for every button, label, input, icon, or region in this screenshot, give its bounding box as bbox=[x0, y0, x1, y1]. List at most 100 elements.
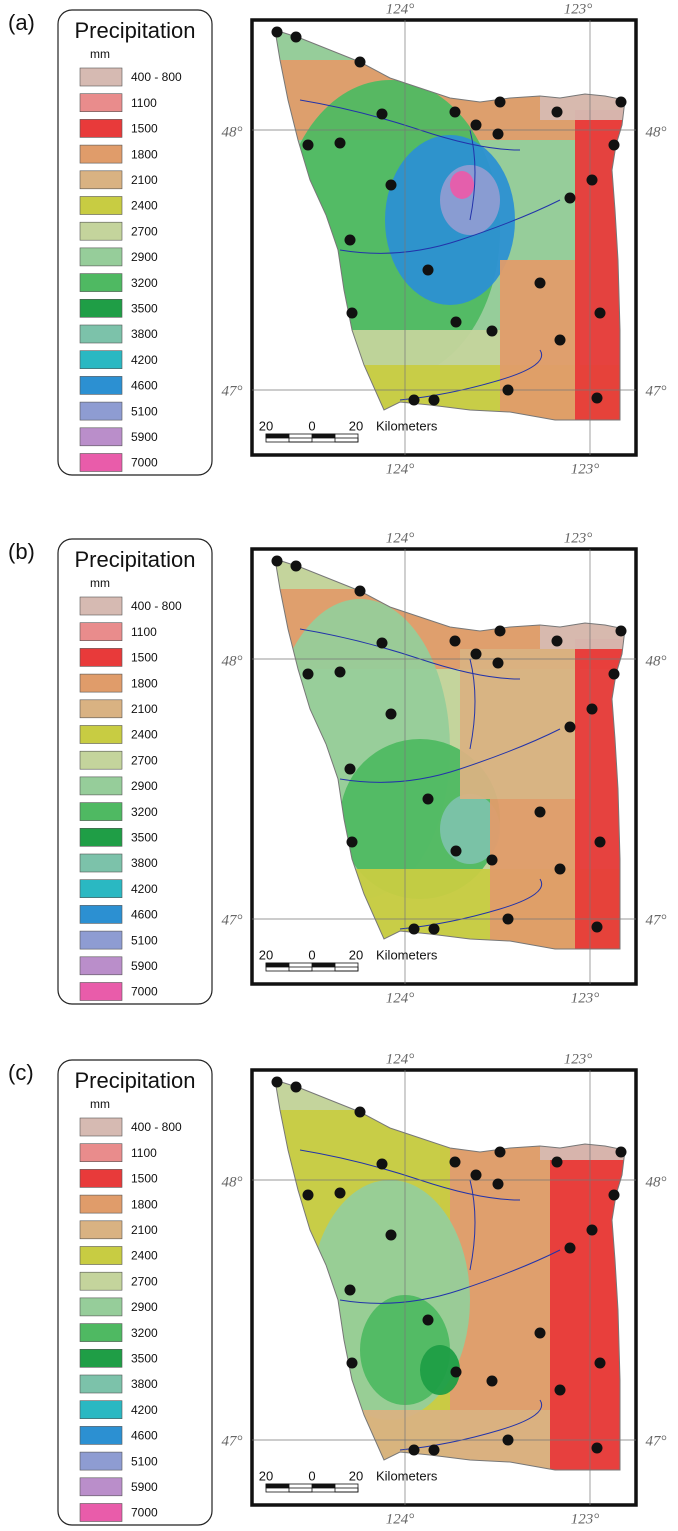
legend-swatch bbox=[80, 957, 122, 975]
scale-segment bbox=[335, 438, 358, 442]
station bbox=[565, 722, 576, 733]
legend-swatch bbox=[80, 351, 122, 369]
scale-unit: Kilometers bbox=[376, 947, 438, 962]
station bbox=[429, 924, 440, 935]
lon-label: 123° bbox=[571, 1511, 600, 1526]
station bbox=[471, 120, 482, 131]
station bbox=[487, 855, 498, 866]
station bbox=[552, 636, 563, 647]
legend-label: 2400 bbox=[131, 1249, 158, 1263]
scale-segment bbox=[266, 963, 289, 967]
station bbox=[487, 1376, 498, 1387]
station bbox=[592, 1443, 603, 1454]
station bbox=[495, 1147, 506, 1158]
station bbox=[429, 395, 440, 406]
lat-label: 48° bbox=[646, 1174, 667, 1190]
station bbox=[291, 1082, 302, 1093]
legend-label: 4600 bbox=[131, 908, 158, 922]
legend-label: 3800 bbox=[131, 327, 158, 341]
legend-swatch bbox=[80, 1272, 122, 1290]
legend-swatch bbox=[80, 751, 122, 769]
legend-label: 4600 bbox=[131, 1429, 158, 1443]
legend-swatch bbox=[80, 880, 122, 898]
legend-label: 1100 bbox=[131, 1146, 157, 1160]
station bbox=[587, 704, 598, 715]
lat-label: 47° bbox=[646, 1433, 667, 1449]
lat-label: 47° bbox=[222, 383, 243, 399]
legend-swatch bbox=[80, 597, 122, 615]
station bbox=[503, 1435, 514, 1446]
scale-label: 0 bbox=[308, 418, 315, 433]
station bbox=[409, 924, 420, 935]
legend-swatch bbox=[80, 674, 122, 692]
panel-label: (a) bbox=[8, 10, 35, 35]
legend-label: 3200 bbox=[131, 276, 158, 290]
panel-label: (c) bbox=[8, 1060, 34, 1085]
legend-label: 3500 bbox=[131, 301, 158, 315]
lat-label: 48° bbox=[222, 653, 243, 669]
station bbox=[429, 1445, 440, 1456]
station bbox=[552, 1157, 563, 1168]
legend-label: 2100 bbox=[131, 1223, 158, 1237]
legend-swatch bbox=[80, 931, 122, 949]
legend-label: 5900 bbox=[131, 1480, 158, 1494]
scale-unit: Kilometers bbox=[376, 418, 438, 433]
legend-title: Precipitation bbox=[74, 1068, 195, 1093]
station bbox=[335, 1188, 346, 1199]
station bbox=[609, 669, 620, 680]
scale-label: 20 bbox=[349, 418, 363, 433]
scale-segment bbox=[312, 1484, 335, 1488]
station bbox=[487, 326, 498, 337]
legend-swatch bbox=[80, 623, 122, 641]
legend-swatch bbox=[80, 68, 122, 86]
legend-unit: mm bbox=[90, 1097, 110, 1111]
station bbox=[347, 837, 358, 848]
lon-label: 123° bbox=[571, 461, 600, 477]
scale-label: 20 bbox=[259, 1468, 273, 1483]
station bbox=[503, 385, 514, 396]
legend-label: 7000 bbox=[131, 985, 158, 999]
lon-label: 123° bbox=[571, 990, 600, 1006]
station bbox=[451, 846, 462, 857]
legend-swatch bbox=[80, 222, 122, 240]
legend-label: 3800 bbox=[131, 856, 158, 870]
legend-swatch bbox=[80, 1401, 122, 1419]
legend-label: 1800 bbox=[131, 676, 158, 690]
station bbox=[303, 140, 314, 151]
legend-label: 5900 bbox=[131, 959, 158, 973]
legend-swatch bbox=[80, 376, 122, 394]
legend-swatch bbox=[80, 402, 122, 420]
legend-swatch bbox=[80, 119, 122, 137]
scale-unit: Kilometers bbox=[376, 1468, 438, 1483]
scale-label: 0 bbox=[308, 947, 315, 962]
scale-segment bbox=[266, 434, 289, 438]
station bbox=[555, 864, 566, 875]
legend-swatch bbox=[80, 454, 122, 472]
station bbox=[535, 278, 546, 289]
station bbox=[347, 308, 358, 319]
scale-segment bbox=[335, 967, 358, 971]
station bbox=[272, 556, 283, 567]
lat-label: 47° bbox=[646, 383, 667, 399]
station bbox=[345, 1285, 356, 1296]
scale-label: 20 bbox=[259, 418, 273, 433]
station bbox=[291, 561, 302, 572]
station bbox=[345, 764, 356, 775]
station bbox=[587, 175, 598, 186]
station bbox=[291, 32, 302, 43]
station bbox=[386, 1230, 397, 1241]
legend-label: 5100 bbox=[131, 404, 158, 418]
legend-swatch bbox=[80, 325, 122, 343]
legend-swatch bbox=[80, 94, 122, 112]
legend-label: 1500 bbox=[131, 651, 158, 665]
station bbox=[345, 235, 356, 246]
station bbox=[555, 335, 566, 346]
legend-swatch bbox=[80, 1504, 122, 1522]
legend-swatch bbox=[80, 828, 122, 846]
legend-label: 3800 bbox=[131, 1377, 158, 1391]
legend-swatch bbox=[80, 145, 122, 163]
legend-swatch bbox=[80, 1221, 122, 1239]
scale-segment bbox=[289, 967, 312, 971]
station bbox=[495, 97, 506, 108]
station bbox=[423, 1315, 434, 1326]
